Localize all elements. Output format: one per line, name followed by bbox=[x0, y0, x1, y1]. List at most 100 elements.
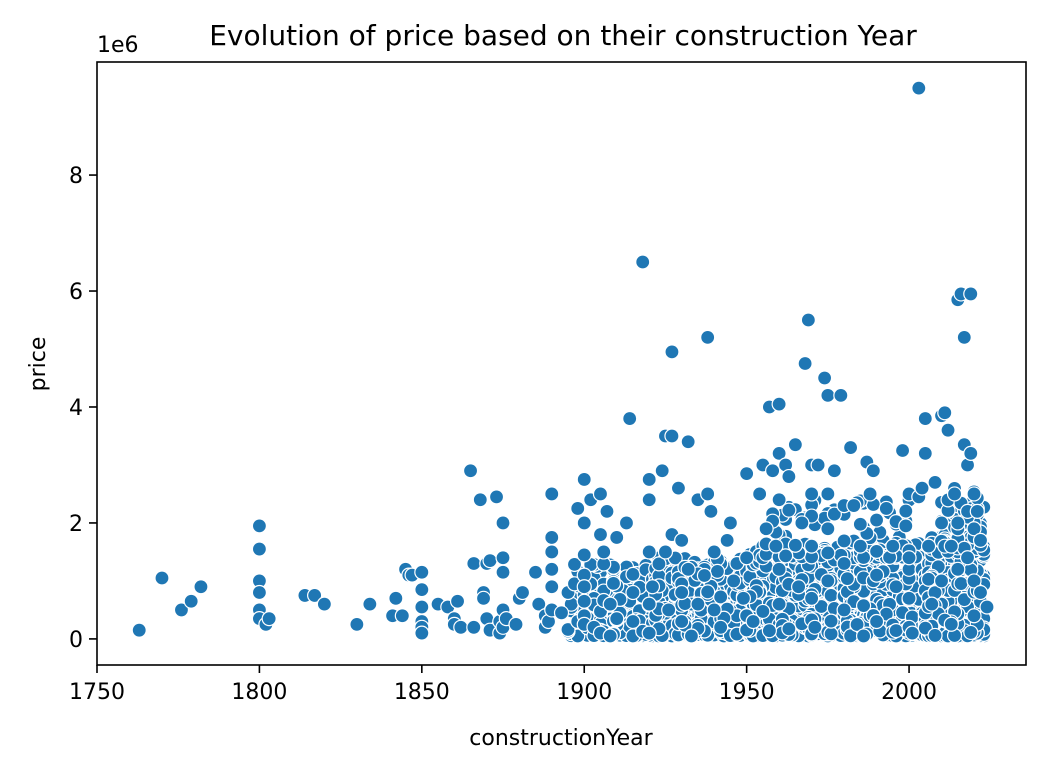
data-point bbox=[842, 439, 859, 456]
data-point bbox=[901, 550, 917, 566]
data-point bbox=[963, 624, 979, 641]
data-point bbox=[618, 515, 635, 531]
data-point bbox=[414, 564, 430, 580]
x-tick-label: 2000 bbox=[881, 680, 937, 705]
data-point bbox=[625, 566, 641, 582]
x-tick-label: 1900 bbox=[556, 680, 612, 705]
data-point bbox=[670, 480, 687, 496]
data-point bbox=[713, 589, 729, 605]
y-tick-label: 4 bbox=[69, 396, 83, 421]
data-point bbox=[251, 518, 268, 534]
data-point bbox=[349, 616, 365, 633]
data-point bbox=[966, 486, 982, 502]
data-point bbox=[797, 355, 813, 372]
data-point bbox=[674, 613, 690, 630]
data-point bbox=[836, 602, 852, 618]
data-point bbox=[933, 573, 950, 589]
data-point bbox=[703, 503, 719, 519]
data-point bbox=[810, 457, 826, 473]
data-points bbox=[131, 80, 995, 644]
data-point bbox=[898, 503, 914, 519]
data-point bbox=[920, 538, 937, 554]
data-point bbox=[911, 80, 927, 96]
data-point bbox=[544, 529, 560, 546]
data-point bbox=[878, 500, 894, 517]
data-point bbox=[680, 434, 696, 450]
data-point bbox=[800, 312, 816, 328]
data-point bbox=[495, 550, 511, 566]
data-point bbox=[193, 579, 209, 595]
data-point bbox=[508, 616, 524, 633]
data-point bbox=[771, 596, 787, 612]
data-point bbox=[726, 573, 742, 589]
data-point bbox=[920, 571, 937, 587]
data-point bbox=[758, 521, 774, 537]
data-point bbox=[771, 492, 787, 508]
data-point bbox=[566, 556, 583, 572]
data-point bbox=[514, 584, 531, 601]
data-point bbox=[700, 584, 716, 600]
data-point bbox=[527, 564, 544, 580]
data-point bbox=[807, 619, 823, 635]
data-point bbox=[735, 590, 752, 606]
data-point bbox=[836, 533, 852, 549]
data-point bbox=[706, 602, 722, 618]
data-point bbox=[940, 422, 956, 438]
data-point bbox=[768, 538, 784, 554]
data-point bbox=[641, 625, 657, 641]
data-point bbox=[914, 480, 930, 496]
data-point bbox=[817, 370, 833, 386]
data-point bbox=[972, 584, 989, 601]
data-point bbox=[641, 544, 657, 560]
data-point bbox=[966, 608, 982, 624]
data-point bbox=[466, 555, 482, 572]
data-point bbox=[544, 579, 560, 595]
data-point bbox=[453, 619, 469, 635]
data-point bbox=[475, 590, 492, 606]
data-point bbox=[855, 598, 872, 614]
data-point bbox=[826, 506, 842, 522]
x-axis-ticks: 1750 1800 1850 1900 1950 2000 bbox=[69, 665, 937, 705]
data-point bbox=[414, 582, 430, 598]
data-point bbox=[823, 613, 839, 629]
data-point bbox=[683, 628, 700, 644]
data-point bbox=[576, 515, 592, 531]
x-tick-label: 1950 bbox=[719, 680, 775, 705]
data-point bbox=[966, 521, 982, 537]
data-point bbox=[771, 445, 787, 461]
data-point bbox=[654, 463, 670, 479]
data-point bbox=[596, 544, 612, 560]
data-point bbox=[901, 590, 917, 606]
data-point bbox=[820, 573, 836, 589]
data-point bbox=[553, 605, 570, 621]
data-point bbox=[657, 544, 674, 560]
data-point bbox=[849, 616, 865, 633]
data-point bbox=[959, 550, 976, 566]
data-point bbox=[674, 584, 690, 601]
data-point bbox=[251, 584, 268, 601]
data-point bbox=[495, 515, 511, 531]
data-point bbox=[651, 556, 667, 572]
data-point bbox=[414, 599, 430, 615]
data-point bbox=[761, 623, 777, 639]
data-point bbox=[544, 544, 560, 560]
data-point bbox=[661, 602, 677, 618]
data-point bbox=[531, 596, 547, 612]
data-point bbox=[791, 579, 807, 595]
data-point bbox=[794, 515, 810, 531]
data-point bbox=[755, 603, 771, 620]
data-point bbox=[898, 518, 914, 534]
data-point bbox=[739, 550, 755, 566]
data-point bbox=[261, 611, 277, 627]
data-point bbox=[846, 497, 862, 514]
data-point bbox=[183, 593, 199, 609]
data-point bbox=[173, 602, 190, 618]
x-tick-label: 1800 bbox=[231, 680, 287, 705]
data-point bbox=[745, 613, 761, 630]
data-point bbox=[917, 445, 933, 461]
data-point bbox=[706, 544, 722, 560]
data-point bbox=[674, 532, 690, 548]
y-tick-label: 8 bbox=[69, 164, 83, 189]
